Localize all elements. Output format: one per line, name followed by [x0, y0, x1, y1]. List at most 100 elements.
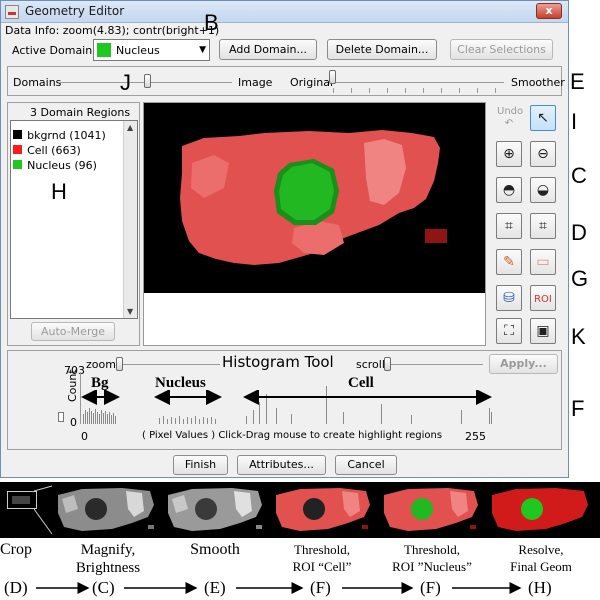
annotation-k: K [571, 324, 586, 349]
pencil-button[interactable]: ✎ [496, 249, 522, 275]
hist-bar [207, 418, 208, 424]
fill-button[interactable]: ⛁ [496, 285, 522, 311]
list-item[interactable]: Nucleus (96) [13, 154, 97, 172]
slider-tick [441, 88, 442, 93]
active-domain-select[interactable]: Nucleus ▼ [93, 39, 210, 61]
fit-view-button[interactable]: ⛶ [496, 318, 522, 344]
hist-bar [175, 418, 176, 424]
step-code: (H) [528, 578, 552, 597]
cell-bright-region [364, 139, 406, 205]
step-code: (F) [420, 578, 441, 597]
step-label: Threshold, ROI ”Nucleus” [392, 542, 472, 574]
undo-button[interactable]: Undo ↶ [496, 105, 523, 131]
hist-bar [276, 408, 277, 424]
annotation-e: E [570, 69, 585, 94]
hist-bar [187, 417, 188, 424]
image-canvas[interactable] [144, 103, 485, 293]
smooth-thumbnail [162, 483, 268, 537]
slider-tick [459, 88, 460, 93]
auto-crop-button[interactable]: ⌗ [530, 213, 556, 239]
auto-merge-button[interactable]: Auto-Merge [31, 322, 115, 341]
region-label: Cell (663) [27, 144, 81, 157]
close-button[interactable]: x [536, 3, 562, 19]
title-bar: Geometry Editor x [1, 1, 568, 23]
hist-bar [203, 417, 204, 424]
crop-button[interactable]: ⌗ [496, 213, 522, 239]
list-scrollbar[interactable]: ▲ ▼ [123, 121, 137, 318]
roi-paint-button[interactable]: ROI [530, 285, 556, 311]
brightness-down-button[interactable]: ◒ [530, 177, 556, 203]
step-label: Threshold, ROI “Cell” [292, 542, 352, 574]
attributes-button[interactable]: Attributes... [237, 455, 326, 475]
brightness-up-icon: ◓ [502, 182, 516, 198]
smoothing-slider-track [330, 82, 504, 83]
hist-bar [95, 409, 96, 424]
hist-bar [246, 416, 247, 424]
step-code: (C) [92, 578, 115, 597]
count-min-label: 0 [70, 416, 77, 429]
hist-bar [183, 419, 184, 424]
slider-tick [423, 88, 424, 93]
hist-bar [97, 412, 98, 424]
delete-domain-button[interactable]: Delete Domain... [327, 39, 437, 60]
add-domain-button[interactable]: Add Domain... [219, 39, 317, 60]
region-color-swatch [13, 130, 22, 139]
nucleus-region [279, 163, 334, 220]
active-domain-label: Active Domain: [12, 44, 96, 57]
zoom-out-button[interactable]: ⊖ [530, 141, 556, 167]
image-label: Image [238, 76, 273, 89]
zoom-in-button[interactable]: ⊕ [496, 141, 522, 167]
list-item[interactable]: Cell (663) [13, 139, 81, 157]
fit-view-icon: ⛶ [504, 323, 514, 339]
crop-box [7, 491, 37, 509]
region-color-swatch [13, 160, 22, 169]
histogram-plot[interactable] [80, 372, 493, 424]
annotation-f: F [571, 396, 585, 421]
cell-bright-region [191, 155, 229, 198]
domains-image-slider-thumb[interactable] [144, 74, 151, 88]
hist-bar [101, 410, 102, 424]
undo-icon: ↶ [504, 118, 514, 129]
x-axis-caption: ( Pixel Values ) Click-Drag mouse to cre… [142, 430, 443, 441]
select-arrow-icon: ↖ [537, 110, 549, 126]
bg-annotation: Bg [91, 375, 109, 391]
pencil-icon: ✎ [503, 254, 515, 270]
scroll-slider-thumb[interactable] [384, 357, 391, 371]
count-axis-label: Count [66, 369, 79, 402]
list-item[interactable]: bkgrnd (1041) [13, 124, 106, 142]
zoom-label: zoom [86, 358, 116, 371]
3d-view-button[interactable]: ▣ [530, 318, 556, 344]
chevron-down-icon: ▼ [199, 45, 206, 55]
hist-bar [291, 414, 292, 424]
app-icon [5, 5, 19, 19]
annotation-i: I [571, 109, 578, 134]
zoom-slider-track [120, 364, 220, 365]
hist-bar [343, 412, 344, 424]
hist-bar [191, 418, 192, 424]
cancel-button[interactable]: Cancel [335, 455, 397, 475]
active-domain-value: Nucleus [116, 44, 160, 57]
domain-regions-list[interactable]: bkgrnd (1041) Cell (663) Nucleus (96) ▲ … [10, 120, 138, 319]
step-code: (F) [310, 578, 331, 597]
hist-bar [266, 394, 267, 424]
brightness-up-button[interactable]: ◓ [496, 177, 522, 203]
crop-auto-icon: ⌗ [539, 218, 547, 234]
zoom-slider-thumb[interactable] [116, 357, 123, 371]
scroll-down-icon[interactable]: ▼ [127, 307, 134, 316]
annotation-c: C [571, 163, 587, 188]
slider-tick [333, 88, 334, 93]
finish-button[interactable]: Finish [173, 455, 228, 475]
select-tool-button[interactable]: ↖ [530, 105, 556, 131]
count-scale-handle[interactable] [58, 412, 64, 422]
smoothing-slider-thumb[interactable] [329, 70, 336, 84]
original-label: Original [290, 76, 334, 89]
scroll-slider-track [385, 364, 483, 365]
scroll-up-icon[interactable]: ▲ [127, 123, 134, 132]
apply-button[interactable]: Apply... [489, 354, 558, 374]
clear-selections-button[interactable]: Clear Selections [450, 39, 553, 60]
eraser-button[interactable]: ▭ [530, 249, 556, 275]
hist-bar [489, 408, 490, 424]
annotation-d: D [571, 220, 587, 245]
step-label: Smooth [190, 541, 240, 558]
domain-regions-header: 3 Domain Regions [30, 106, 131, 119]
